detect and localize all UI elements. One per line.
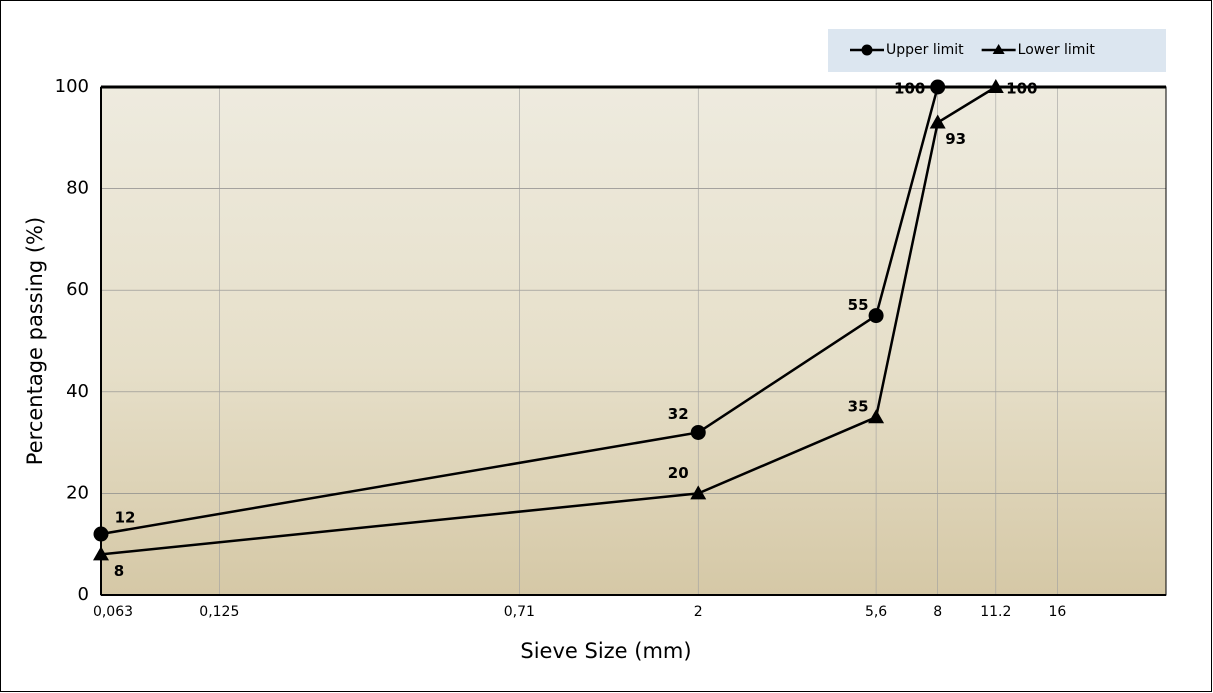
data-label: 20 [668,464,689,482]
marker [93,546,109,561]
x-tick-label: 0,71 [504,604,535,620]
y-tick-label: 20 [66,482,89,503]
data-label: 12 [115,509,136,527]
y-tick-label: 80 [66,178,89,199]
legend-label: Lower limit [1018,42,1096,58]
plot-area [101,87,1166,595]
y-tick-label: 0 [78,584,89,605]
marker [690,424,706,440]
data-label: 8 [114,562,124,580]
y-tick-label: 100 [55,76,89,97]
x-tick-label: 0,125 [199,604,239,620]
x-tick-label: 5,6 [865,604,887,620]
y-axis-title: Percentage passing (%) [23,217,47,465]
marker [930,79,946,95]
data-label: 93 [945,130,966,148]
x-tick-label: 2 [694,604,703,620]
marker [929,114,946,129]
x-tick-label: 16 [1049,604,1067,620]
series-line [100,86,939,536]
marker [868,308,884,324]
marker [93,526,109,542]
data-label: 100 [1006,80,1037,98]
legend-label: Upper limit [886,42,964,58]
legend-marker [861,44,873,56]
legend-marker [992,44,1005,54]
x-axis-title: Sieve Size (mm) [520,639,691,663]
data-label: 100 [894,80,925,98]
marker [868,409,885,424]
x-tick-label: 8 [933,604,942,620]
y-tick-label: 40 [66,381,89,402]
x-tick-label: 11.2 [980,604,1011,620]
marker [987,79,1004,93]
x-tick-label: 0,063 [93,604,133,620]
data-label: 35 [848,398,869,416]
y-tick-label: 60 [66,279,89,300]
marker [690,485,707,500]
data-label: 32 [668,405,689,423]
data-label: 55 [848,296,869,314]
